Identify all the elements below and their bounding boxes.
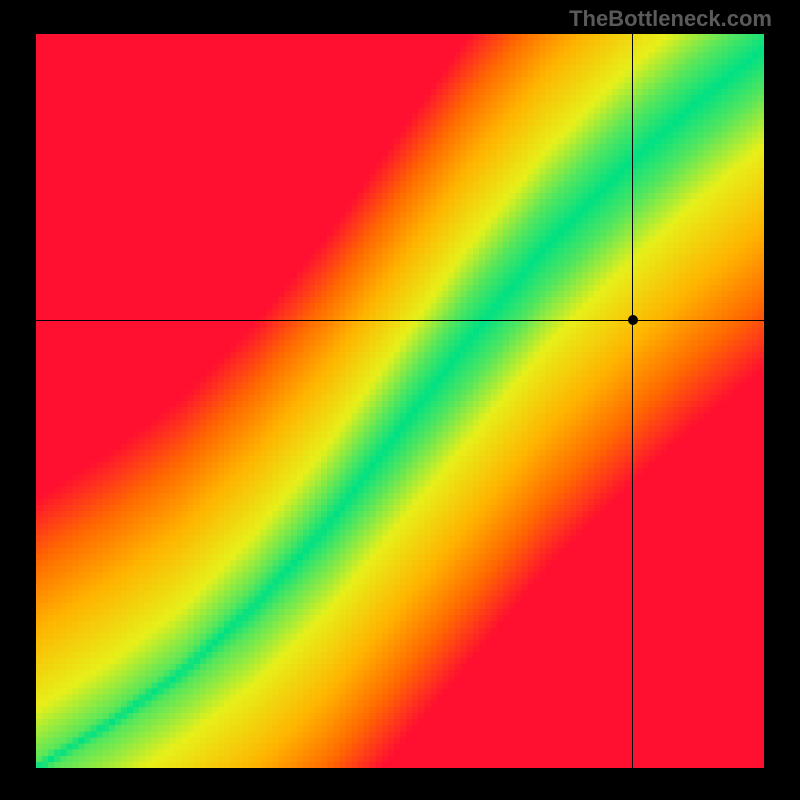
- watermark-text: TheBottleneck.com: [569, 6, 772, 32]
- crosshair-horizontal: [36, 320, 764, 321]
- bottleneck-heatmap: [36, 34, 764, 768]
- crosshair-vertical: [632, 34, 633, 768]
